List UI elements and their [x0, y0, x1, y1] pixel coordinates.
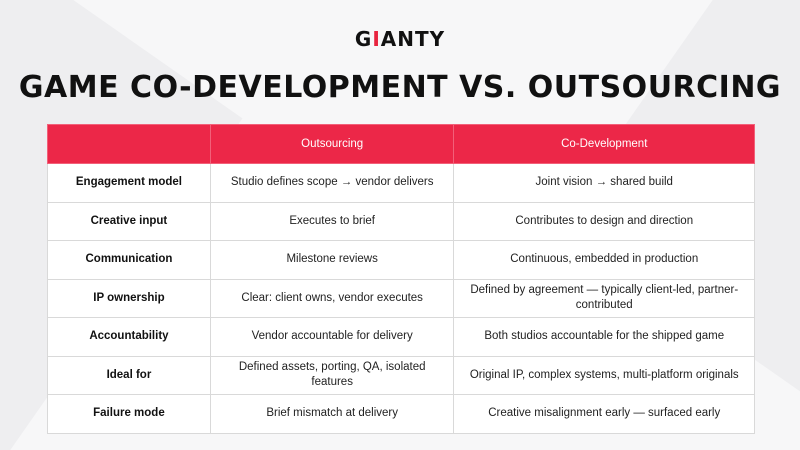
gianty-logo: GIANTY [354, 27, 446, 51]
co-development-cell: Joint vision → shared build [453, 163, 755, 203]
co-development-cell: Original IP, complex systems, multi-plat… [453, 355, 755, 395]
table-row: Engagement model Studio defines scope → … [47, 163, 755, 203]
row-label: Ideal for [47, 355, 211, 395]
co-development-cell: Contributes to design and direction [453, 201, 755, 241]
co-development-cell: Both studios accountable for the shipped… [453, 317, 755, 357]
header-co-development: Co-Development [453, 124, 755, 164]
co-development-cell: Creative misalignment early — surfaced e… [453, 394, 755, 434]
table-row: IP ownership Clear: client owns, vendor … [47, 278, 755, 318]
table-row: Failure mode Brief mismatch at delivery … [47, 394, 755, 434]
row-label: IP ownership [47, 278, 211, 318]
outsourcing-cell: Studio defines scope → vendor delivers [209, 163, 455, 203]
header-empty [47, 124, 211, 164]
outsourcing-cell: Milestone reviews [209, 240, 455, 280]
row-label: Engagement model [47, 163, 211, 203]
row-label: Communication [47, 240, 211, 280]
outsourcing-cell: Executes to brief [209, 201, 455, 241]
co-development-cell: Continuous, embedded in production [453, 240, 755, 280]
outsourcing-cell: Clear: client owns, vendor executes [209, 278, 455, 318]
row-label: Creative input [47, 201, 211, 241]
outsourcing-cell: Brief mismatch at delivery [209, 394, 455, 434]
table-row: Accountability Vendor accountable for de… [47, 317, 755, 357]
page-title: GAME CO-DEVELOPMENT VS. OUTSOURCING [18, 70, 782, 105]
table-header-row: Outsourcing Co-Development [47, 124, 755, 164]
row-label: Failure mode [47, 394, 211, 434]
table-row: Communication Milestone reviews Continuo… [47, 240, 755, 280]
comparison-table: Outsourcing Co-Development Engagement mo… [47, 124, 755, 434]
co-development-cell: Defined by agreement — typically client-… [453, 278, 755, 318]
outsourcing-cell: Vendor accountable for delivery [209, 317, 455, 357]
outsourcing-cell: Defined assets, porting, QA, isolated fe… [209, 355, 455, 395]
table-row: Creative input Executes to brief Contrib… [47, 201, 755, 241]
header-outsourcing: Outsourcing [209, 124, 455, 164]
row-label: Accountability [47, 317, 211, 357]
table-row: Ideal for Defined assets, porting, QA, i… [47, 355, 755, 395]
